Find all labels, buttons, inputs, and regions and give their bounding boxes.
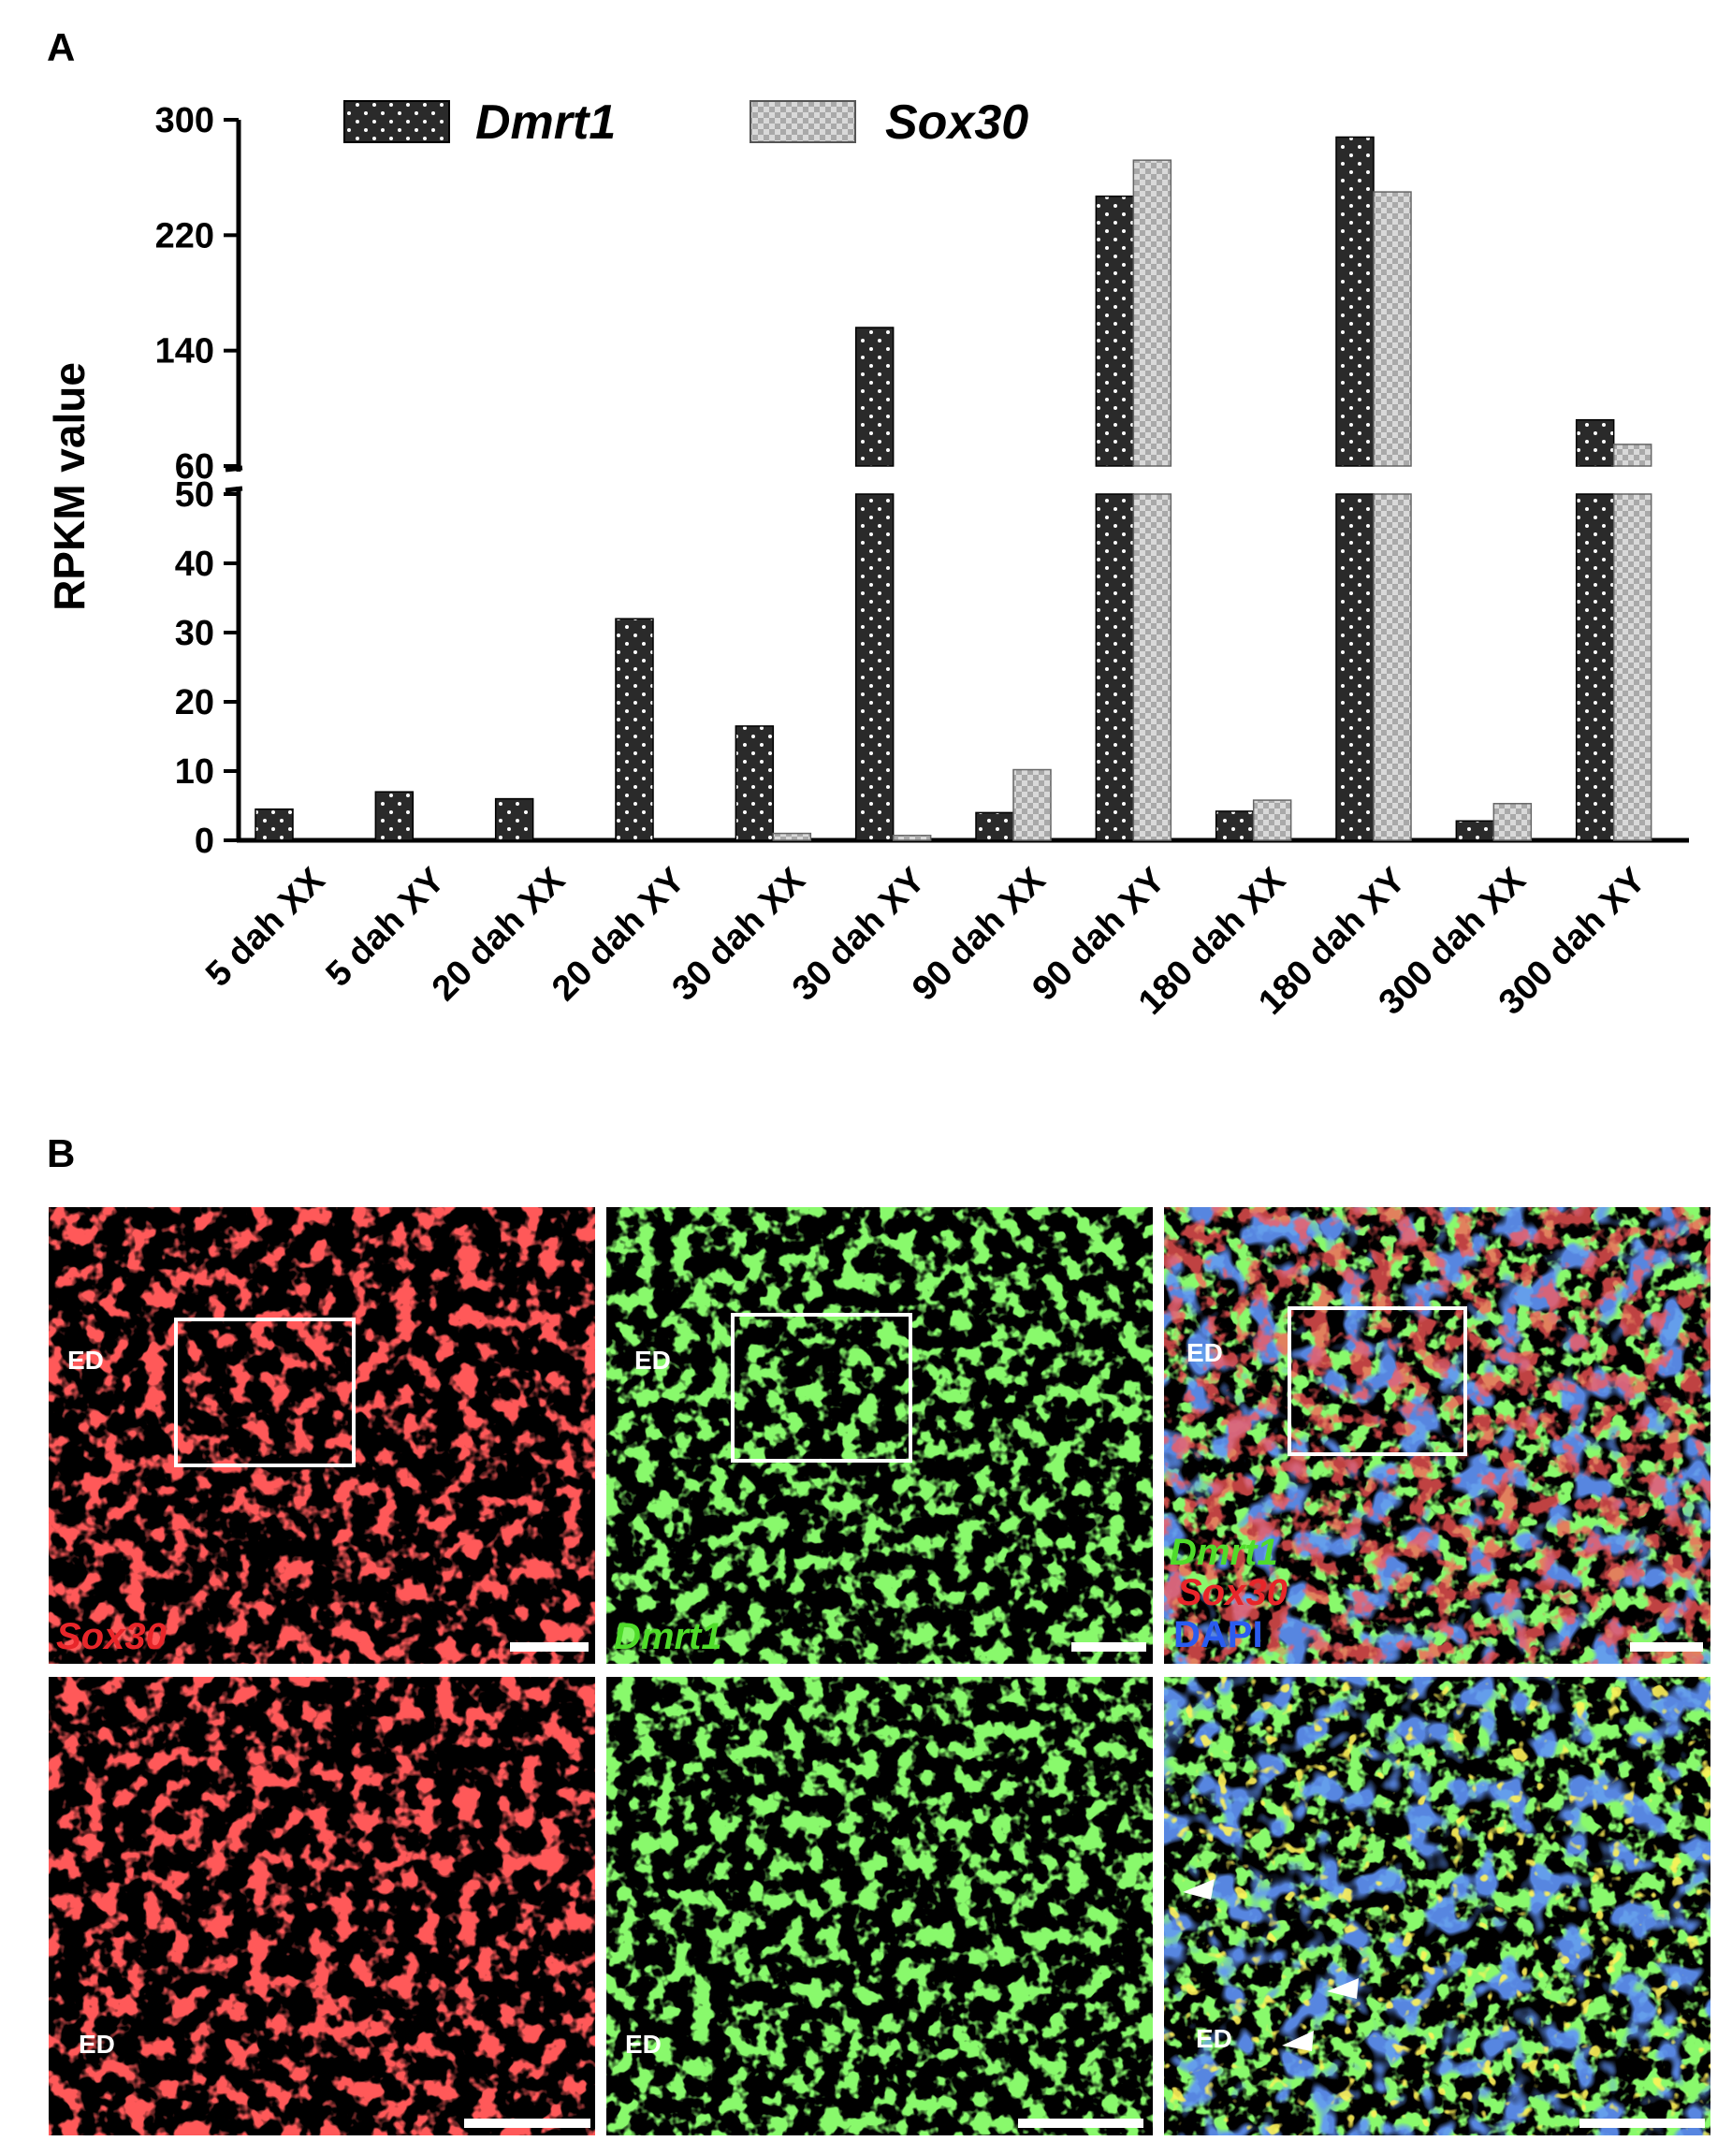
y-tick-label: 50 xyxy=(175,475,214,515)
x-category-label: 5 dah XX xyxy=(198,860,333,995)
axis-break-mark xyxy=(225,486,243,493)
channel-label-sox30: Sox30 xyxy=(56,1616,167,1657)
legend-label-sox30: Sox30 xyxy=(885,95,1028,150)
y-tick-label: 0 xyxy=(195,822,214,861)
bar-dmrt1 xyxy=(975,811,1014,841)
micrograph-sox30-magnified: ED xyxy=(49,1677,595,2135)
bar-sox30 xyxy=(1492,803,1533,841)
bar-sox30-upper-segment xyxy=(1612,444,1652,467)
y-tick-label: 20 xyxy=(175,683,214,722)
merge-label-dmrt1: Dmrt1 xyxy=(1170,1532,1278,1573)
bar-dmrt1-lower-segment xyxy=(854,493,895,841)
y-axis-title: RPKM value xyxy=(45,362,94,611)
chart-axes xyxy=(225,120,1689,843)
region-of-interest-box xyxy=(1288,1306,1467,1456)
ed-label: ED xyxy=(1186,1338,1223,1367)
scale-bar xyxy=(1071,1642,1146,1652)
y-tick-label: 30 xyxy=(175,614,214,653)
bar-dmrt1 xyxy=(615,618,654,841)
bar-sox30-lower-segment xyxy=(1373,493,1412,841)
bar-dmrt1-upper-segment xyxy=(1095,195,1135,467)
y-tick-label: 10 xyxy=(175,752,214,792)
bar-sox30-upper-segment xyxy=(1373,191,1412,467)
bar-dmrt1-lower-segment xyxy=(1575,493,1615,841)
legend-label-dmrt1: Dmrt1 xyxy=(475,95,616,150)
merge-label-sox30: Sox30 xyxy=(1177,1572,1288,1613)
bar-dmrt1 xyxy=(374,791,415,841)
ed-label: ED xyxy=(67,1346,104,1375)
bar-sox30-lower-segment xyxy=(1132,493,1172,841)
region-of-interest-box xyxy=(731,1313,912,1463)
bar-dmrt1-lower-segment xyxy=(1095,493,1135,841)
scale-bar xyxy=(464,2119,590,2128)
bar-dmrt1 xyxy=(494,797,534,841)
region-of-interest-box xyxy=(174,1318,356,1467)
legend-swatch-sox30 xyxy=(750,100,856,143)
panel-b-label: B xyxy=(47,1131,75,1175)
bar-sox30 xyxy=(1252,799,1292,841)
y-tick-label: 60 xyxy=(175,447,214,487)
legend-swatch-dmrt1 xyxy=(343,100,450,143)
scale-bar xyxy=(510,1642,589,1652)
bar-sox30 xyxy=(892,835,932,841)
bar-dmrt1 xyxy=(1215,810,1255,841)
bar-sox30-upper-segment xyxy=(1132,159,1172,467)
axis-break-mark xyxy=(225,465,243,473)
channel-label-dmrt1: Dmrt1 xyxy=(614,1616,722,1657)
arrowhead-marker xyxy=(1282,2031,1314,2051)
y-tick-label: 300 xyxy=(155,101,214,140)
bar-dmrt1 xyxy=(255,808,294,841)
micrograph-sox30-overview: ED Sox30 xyxy=(49,1207,595,1664)
ed-label: ED xyxy=(634,1346,671,1375)
bar-sox30-lower-segment xyxy=(1612,493,1652,841)
ed-label: ED xyxy=(1196,2024,1232,2053)
arrowhead-marker xyxy=(1183,1879,1215,1900)
bar-dmrt1 xyxy=(1455,820,1495,841)
micrograph-merge-magnified: ED xyxy=(1164,1677,1710,2135)
scale-bar xyxy=(1630,1642,1703,1652)
y-tick-label: 40 xyxy=(175,545,214,584)
bar-dmrt1 xyxy=(735,725,775,841)
bar-sox30 xyxy=(772,832,812,841)
chart-legend: Dmrt1 Sox30 xyxy=(343,95,1028,150)
merge-label-dapi: DAPI xyxy=(1173,1614,1263,1655)
ed-label: ED xyxy=(625,2030,662,2059)
scale-bar xyxy=(1579,2119,1705,2128)
chart-bars xyxy=(255,136,1652,841)
arrowhead-marker xyxy=(1327,1978,1359,1999)
micrograph-dmrt1-overview: ED Dmrt1 xyxy=(606,1207,1153,1664)
bar-dmrt1-upper-segment xyxy=(1335,136,1375,467)
bar-sox30 xyxy=(1012,768,1052,841)
y-tick-label: 220 xyxy=(155,216,214,255)
bar-dmrt1-upper-segment xyxy=(854,327,895,467)
micrograph-dmrt1-magnified: ED xyxy=(606,1677,1153,2135)
bar-dmrt1-lower-segment xyxy=(1335,493,1375,841)
scale-bar xyxy=(1018,2119,1143,2128)
y-tick-label: 140 xyxy=(155,332,214,371)
ed-label: ED xyxy=(79,2030,115,2059)
micrograph-merge-overview: ED Dmrt1 Sox30 DAPI xyxy=(1164,1207,1710,1664)
panel-a-label: A xyxy=(47,25,75,69)
bar-dmrt1-upper-segment xyxy=(1575,418,1615,467)
